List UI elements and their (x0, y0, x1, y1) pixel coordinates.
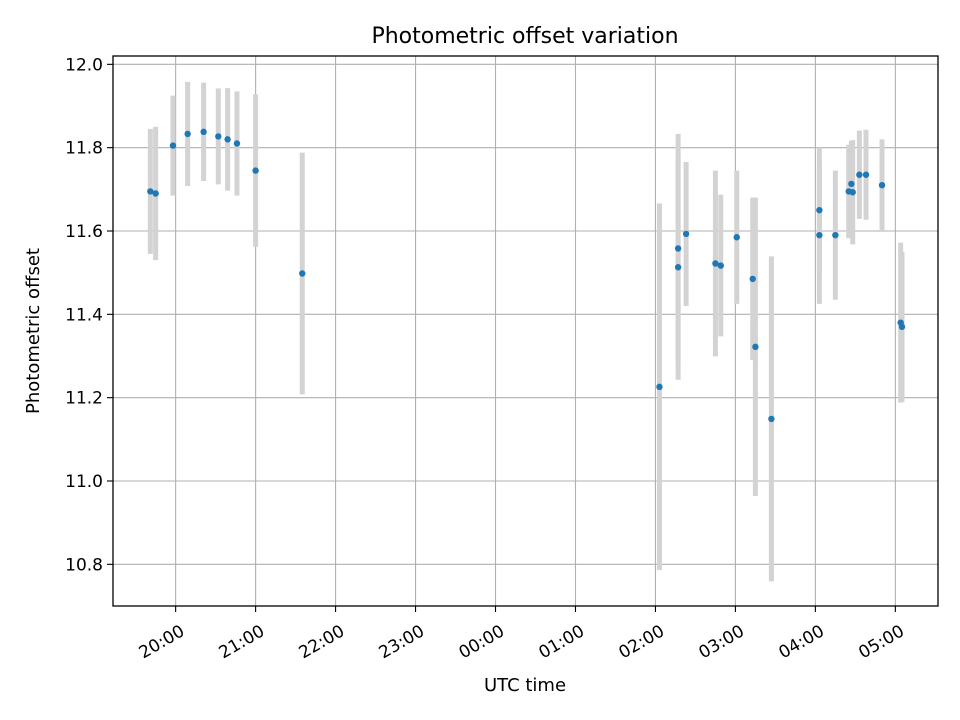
plot-frame (112, 55, 939, 607)
y-axis-ticks: 10.8 11.0 11.2 11.4 11.6 11.8 12.0 (65, 55, 113, 575)
data-point (752, 343, 759, 351)
x-axis-label: UTC time (484, 675, 566, 696)
data-point (717, 262, 724, 269)
data-point (184, 130, 191, 138)
y-tick-label: 11.4 (65, 305, 103, 325)
data-point (215, 133, 222, 140)
data-point (856, 171, 863, 178)
data-point (656, 383, 663, 391)
y-tick-label: 11.0 (65, 472, 103, 492)
chart-title: Photometric offset variation (371, 24, 678, 49)
data-point (862, 171, 870, 178)
data-point (674, 245, 682, 252)
data-point (169, 142, 177, 149)
data-point (768, 415, 775, 423)
y-axis-label: Photometric offset (23, 248, 44, 414)
y-tick-label: 12.0 (65, 55, 103, 75)
data-point (816, 206, 823, 214)
data-point (252, 167, 259, 174)
data-point (832, 231, 839, 239)
data-point (233, 140, 241, 147)
data-point (849, 189, 856, 196)
data-point (200, 128, 207, 136)
grid (113, 56, 938, 606)
data-point (816, 231, 823, 239)
data-point (682, 230, 690, 238)
data-point (749, 275, 756, 283)
y-tick-label: 11.6 (65, 222, 103, 242)
data-point (674, 264, 682, 271)
data-points (147, 128, 906, 423)
data-point (299, 270, 306, 277)
y-tick-label: 11.2 (65, 389, 103, 409)
data-point (152, 190, 159, 197)
data-point (848, 180, 855, 188)
data-point (224, 136, 231, 143)
data-point (733, 234, 740, 241)
data-point (712, 260, 719, 267)
y-tick-label: 10.8 (65, 555, 103, 575)
y-tick-label: 11.8 (65, 139, 103, 159)
data-point (878, 181, 886, 189)
data-point (898, 323, 906, 331)
data-point (147, 188, 154, 195)
